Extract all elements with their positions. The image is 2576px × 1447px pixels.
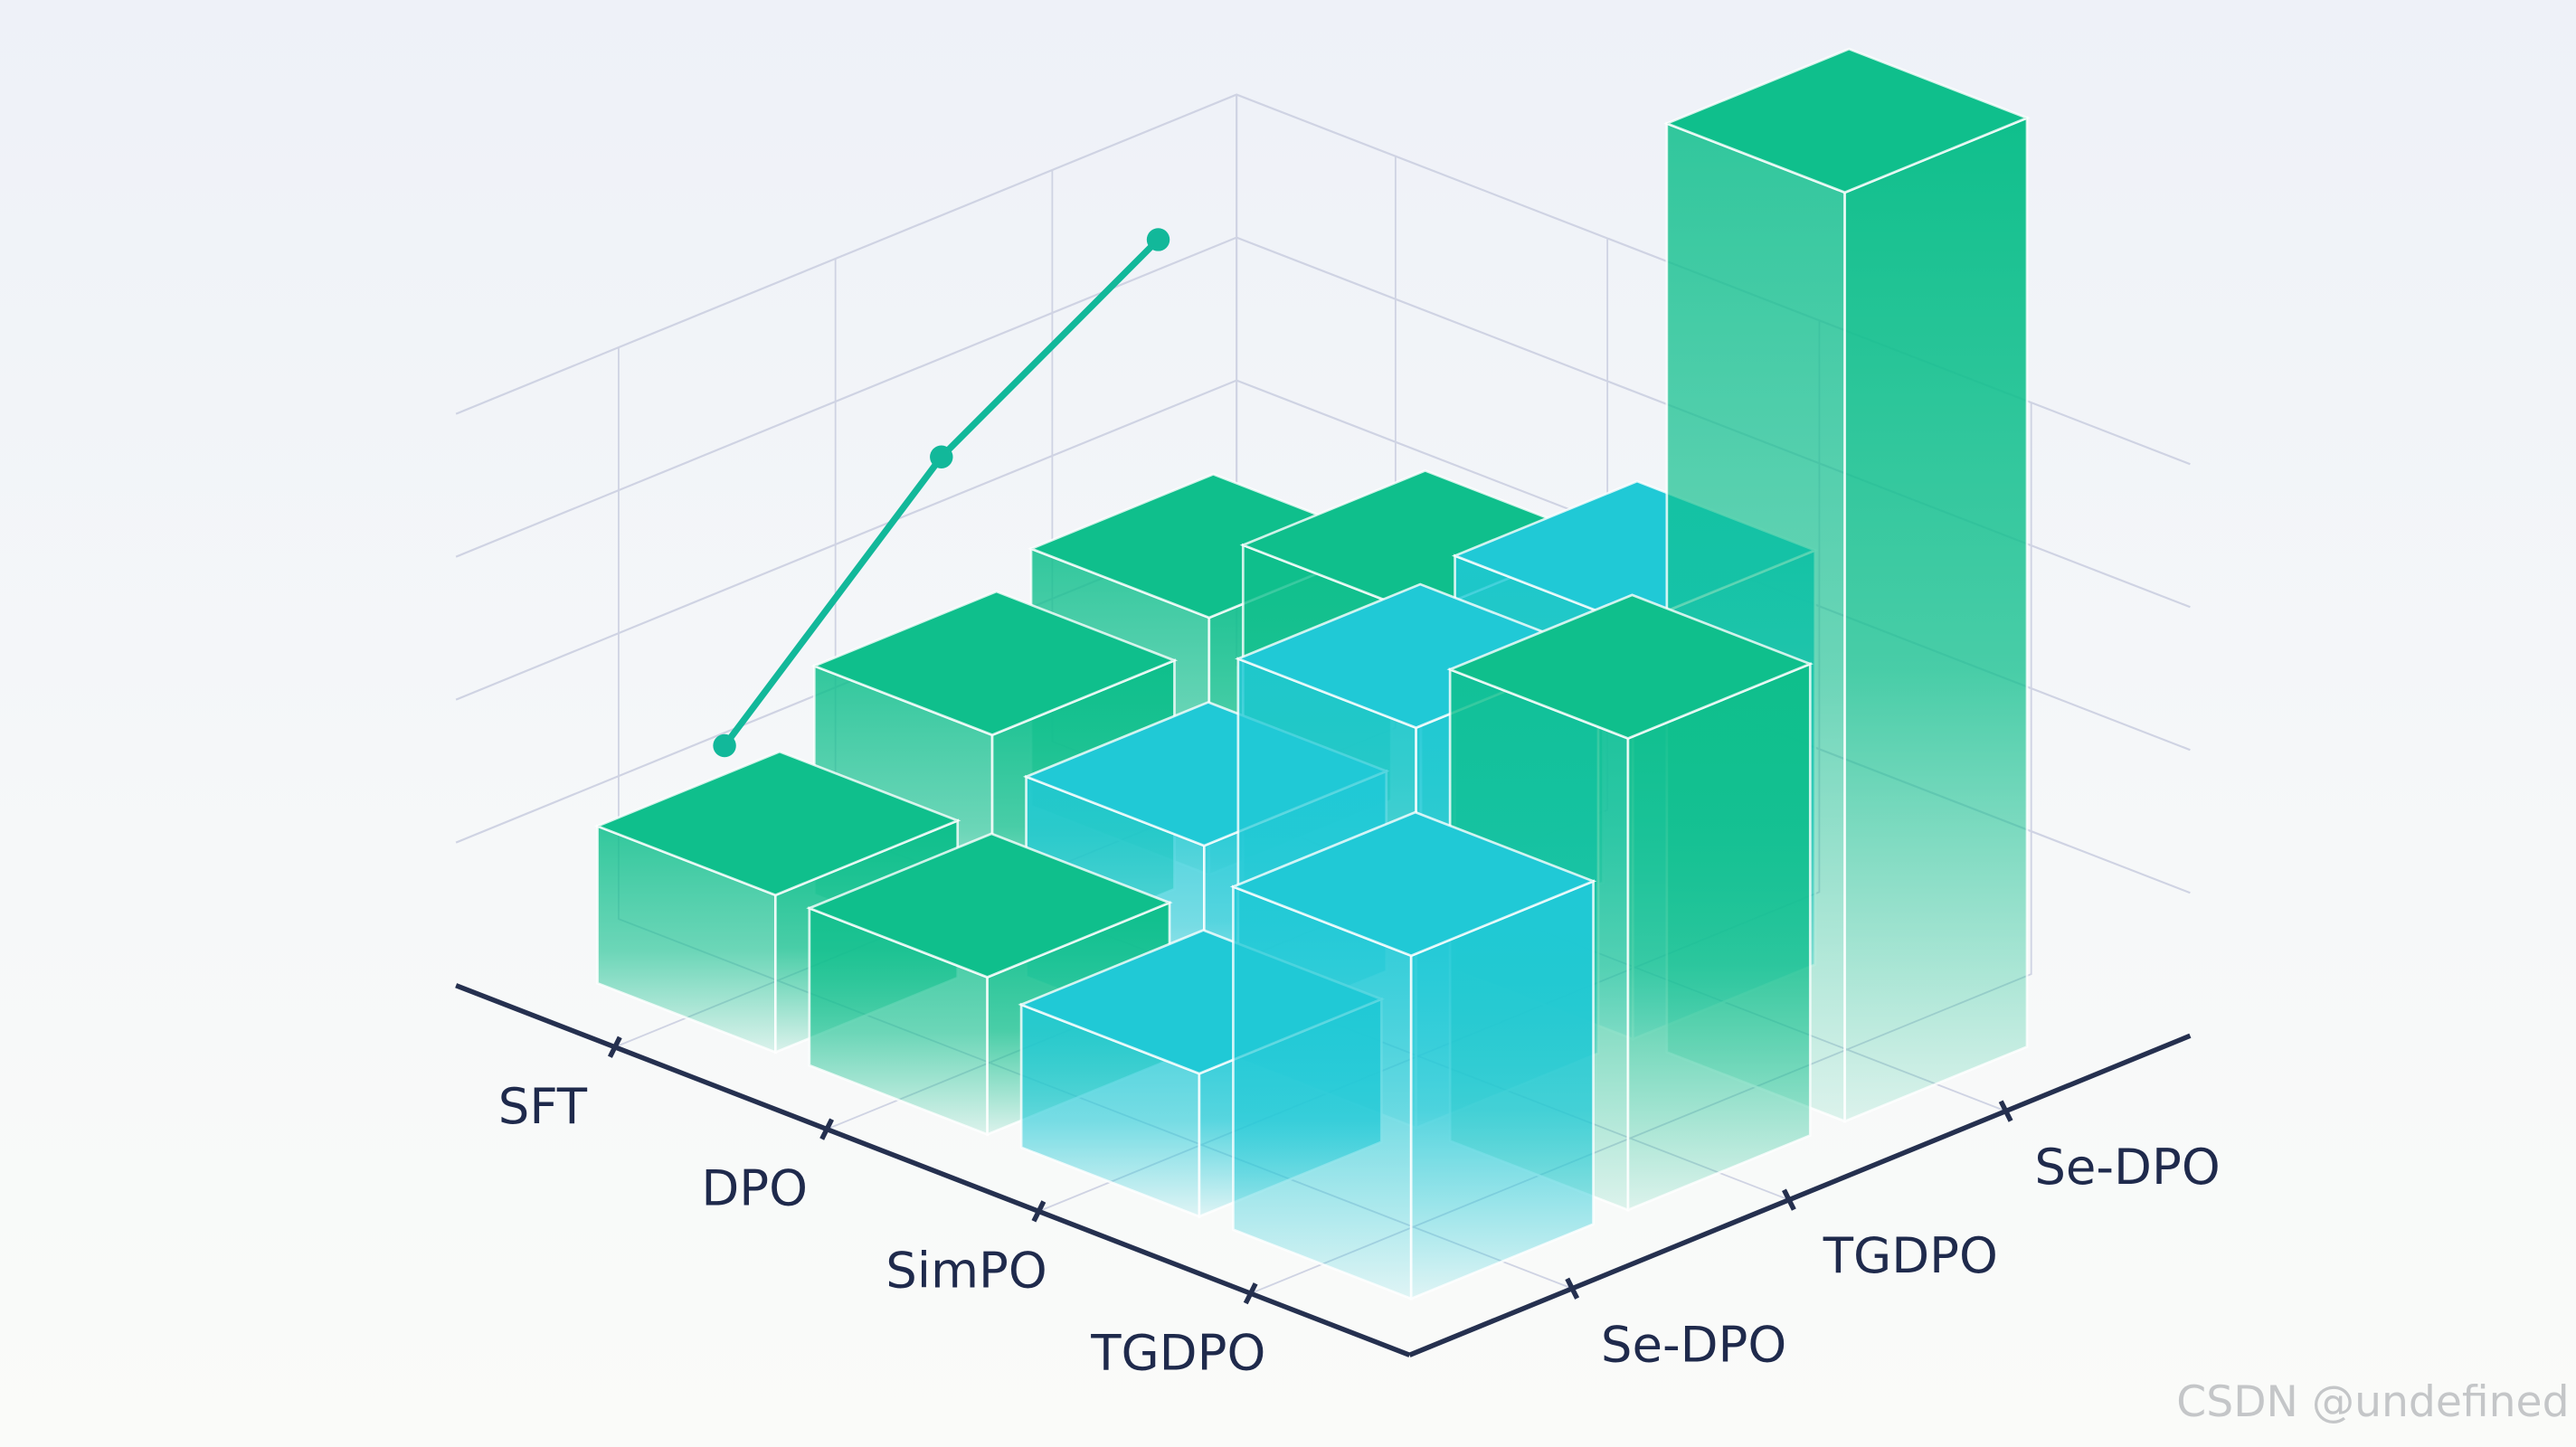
labels: SFT DPO SimPO TGDPO Se-DPO TGDPO Se-DPO bbox=[498, 1077, 2221, 1381]
trend-layer bbox=[713, 228, 1170, 758]
bar-top-face bbox=[1446, 593, 1814, 740]
y-tick bbox=[1998, 1100, 2013, 1122]
bar-left-face bbox=[1232, 884, 1413, 1300]
trend-point bbox=[1146, 228, 1170, 251]
x-tick bbox=[819, 1118, 835, 1140]
bars bbox=[593, 47, 2031, 1300]
y-tick-label: Se-DPO bbox=[1601, 1315, 1786, 1373]
x-tick bbox=[1243, 1282, 1258, 1305]
axes bbox=[455, 983, 2192, 1357]
y-tick-label: Se-DPO bbox=[2034, 1138, 2220, 1196]
bar-top-face bbox=[806, 832, 1173, 979]
x-tick-label: SFT bbox=[498, 1077, 588, 1135]
bar-top-face bbox=[1229, 810, 1597, 958]
trend-point bbox=[930, 445, 953, 468]
bar-right-face bbox=[1626, 662, 1812, 1212]
bar-top-face bbox=[810, 590, 1179, 737]
x-tick-label: SimPO bbox=[886, 1242, 1047, 1300]
bar-top-face bbox=[1663, 47, 2031, 194]
y-tick bbox=[1565, 1277, 1580, 1300]
trend-point bbox=[713, 733, 736, 758]
y-axis-line bbox=[1408, 1033, 2192, 1357]
watermark: CSDN @undefined bbox=[2176, 1377, 2569, 1427]
y-tick-label: TGDPO bbox=[1823, 1226, 1998, 1284]
x-tick bbox=[607, 1036, 622, 1058]
bar-right-face bbox=[1843, 116, 2029, 1123]
x-tick-label: DPO bbox=[701, 1159, 808, 1217]
bar-top-face bbox=[593, 750, 961, 897]
x-tick-label: TGDPO bbox=[1090, 1323, 1265, 1381]
x-tick bbox=[1031, 1200, 1046, 1223]
bar bbox=[1229, 810, 1597, 1300]
y-tick bbox=[1782, 1188, 1796, 1211]
